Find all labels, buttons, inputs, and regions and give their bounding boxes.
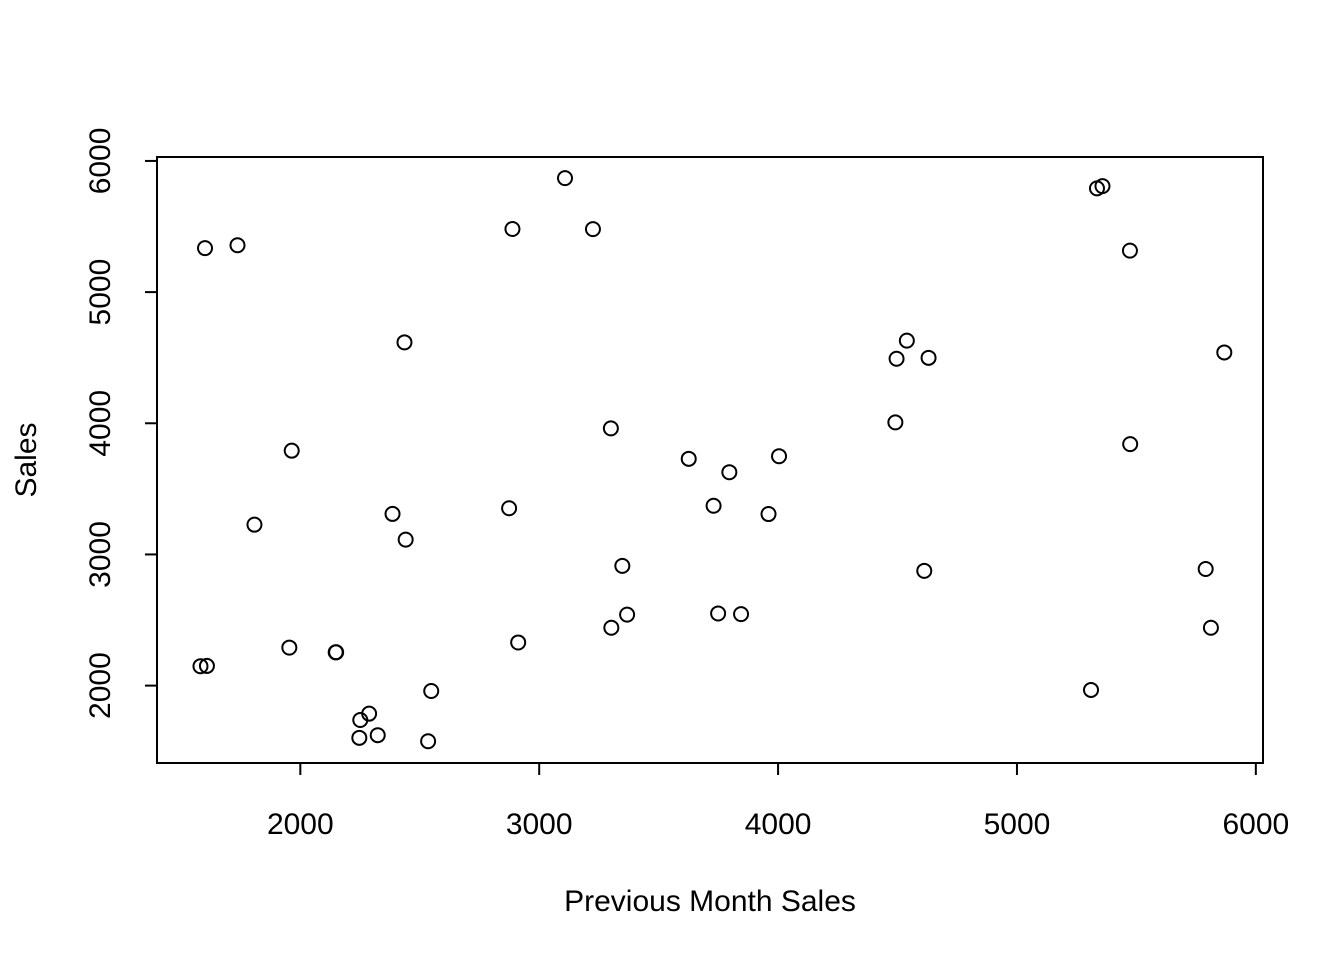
- data-point: [198, 657, 215, 674]
- data-point: [1121, 242, 1138, 259]
- data-point: [898, 332, 915, 349]
- data-point: [229, 237, 246, 254]
- data-point: [420, 733, 437, 750]
- data-point: [504, 221, 521, 238]
- data-point: [384, 505, 401, 522]
- data-point: [771, 448, 788, 465]
- data-point: [680, 450, 697, 467]
- x-tick-label: 4000: [745, 808, 812, 841]
- data-point: [1094, 178, 1111, 195]
- y-tick-label: 6000: [84, 128, 117, 195]
- data-point: [888, 350, 905, 367]
- data-point: [584, 221, 601, 238]
- data-point: [1083, 681, 1100, 698]
- data-point: [1216, 344, 1233, 361]
- data-point: [887, 414, 904, 431]
- x-axis-ticks: 2000 3000 4000 5000 6000: [267, 763, 1289, 841]
- data-point: [283, 442, 300, 459]
- y-tick-label: 4000: [84, 390, 117, 457]
- data-point: [733, 606, 750, 623]
- data-point: [197, 240, 214, 257]
- data-point: [192, 658, 209, 675]
- data-point: [397, 531, 414, 548]
- data-point: [328, 644, 345, 661]
- data-points: [192, 170, 1233, 750]
- data-point: [557, 170, 574, 187]
- data-point: [760, 506, 777, 523]
- data-point: [619, 606, 636, 623]
- x-tick-label: 3000: [506, 808, 573, 841]
- data-point: [423, 682, 440, 699]
- data-point: [246, 516, 263, 533]
- y-axis-ticks: 2000 3000 4000 5000 6000: [84, 128, 157, 719]
- data-point: [510, 634, 527, 651]
- data-point: [920, 349, 937, 366]
- x-axis-label: Previous Month Sales: [564, 885, 856, 918]
- data-point: [361, 705, 378, 722]
- data-point: [396, 334, 413, 351]
- data-point: [603, 619, 620, 636]
- y-tick-label: 3000: [84, 521, 117, 588]
- data-point: [501, 500, 518, 517]
- data-point: [614, 557, 631, 574]
- data-point: [705, 497, 722, 514]
- x-tick-label: 2000: [267, 808, 334, 841]
- data-point: [721, 464, 738, 481]
- data-point: [916, 562, 933, 579]
- data-point: [1197, 561, 1214, 578]
- data-point: [369, 727, 386, 744]
- data-point: [351, 729, 368, 746]
- plot-frame: [156, 156, 1264, 764]
- data-point: [1202, 619, 1219, 636]
- data-point: [710, 605, 727, 622]
- x-tick-label: 6000: [1222, 808, 1289, 841]
- data-point: [602, 420, 619, 437]
- data-point: [281, 639, 298, 656]
- y-tick-label: 2000: [84, 652, 117, 719]
- y-axis-label: Sales: [10, 422, 43, 497]
- x-tick-label: 5000: [984, 808, 1051, 841]
- data-point: [1122, 436, 1139, 453]
- y-tick-label: 5000: [84, 259, 117, 326]
